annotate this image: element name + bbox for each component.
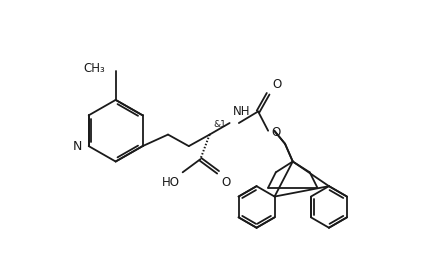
Text: N: N [73,140,82,152]
Text: HO: HO [162,176,180,189]
Text: CH₃: CH₃ [83,62,105,75]
Text: O: O [272,78,281,91]
Text: &1: &1 [213,120,226,129]
Text: O: O [271,126,280,139]
Text: O: O [221,176,230,189]
Text: NH: NH [233,105,250,118]
